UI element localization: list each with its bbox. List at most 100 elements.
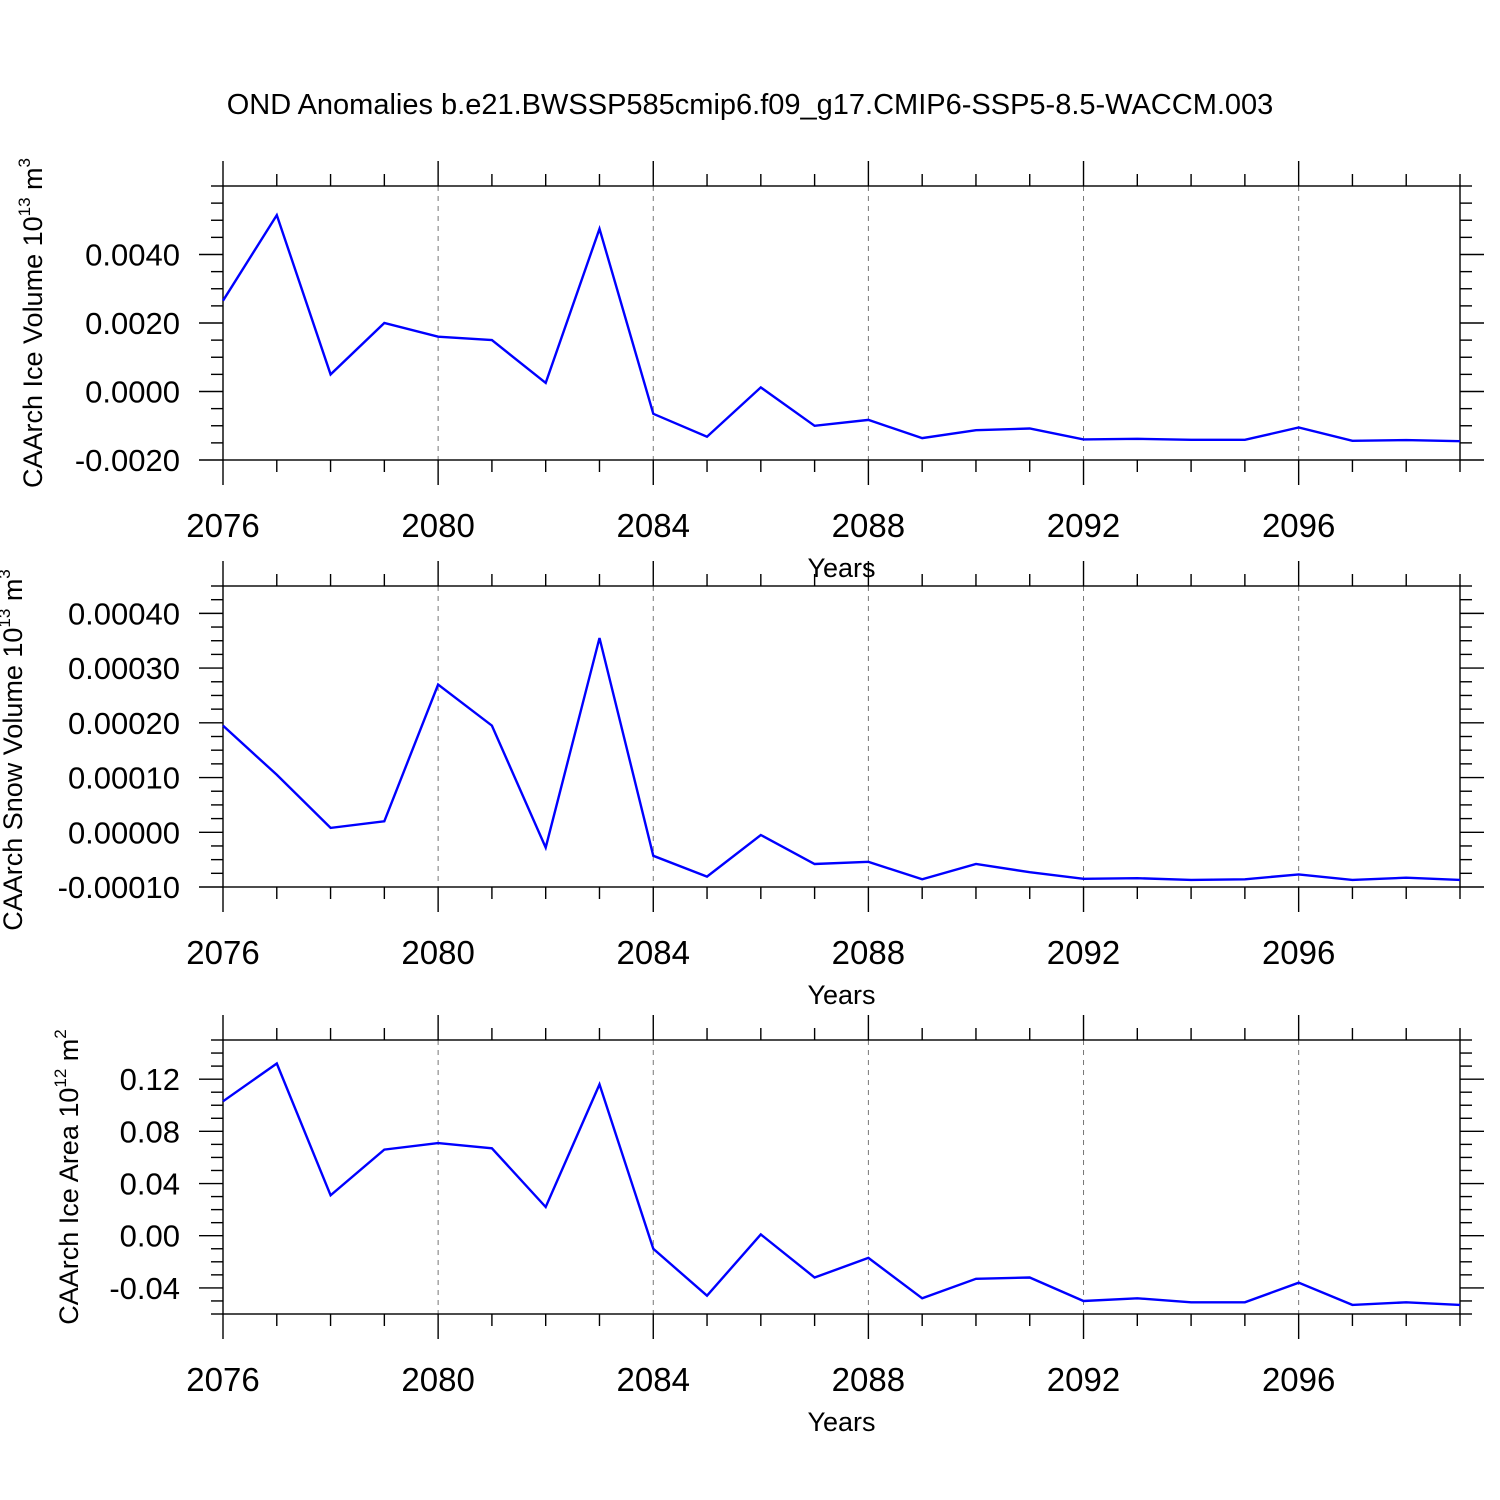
- data-point: [222, 1100, 225, 1103]
- x-tick-label: 2088: [832, 507, 905, 544]
- data-point: [974, 863, 977, 866]
- data-point: [1351, 1303, 1354, 1306]
- x-tick-label: 2092: [1047, 507, 1120, 544]
- y-tick-label: 0.00030: [68, 651, 180, 686]
- data-point: [1190, 1301, 1193, 1304]
- plot-frame: [222, 585, 1461, 888]
- x-tick-label: 2084: [617, 1361, 690, 1398]
- y-tick-label: 0.0000: [85, 375, 180, 410]
- x-axis-label: Years: [807, 1407, 875, 1437]
- data-point: [437, 335, 440, 338]
- data-point: [598, 227, 601, 230]
- y-tick-label: 0.0020: [85, 306, 180, 341]
- data-point: [867, 860, 870, 863]
- data-point: [974, 1277, 977, 1280]
- data-point: [1459, 440, 1462, 443]
- x-tick-label: 2096: [1262, 934, 1335, 971]
- y-axis-label-unit: m: [0, 579, 28, 609]
- data-point: [222, 724, 225, 727]
- data-point: [1136, 437, 1139, 440]
- data-point: [1190, 878, 1193, 881]
- data-point: [598, 636, 601, 639]
- y-axis-label-exponent: 12: [51, 1069, 70, 1088]
- data-point: [490, 1147, 493, 1150]
- x-tick-label: 2088: [832, 934, 905, 971]
- data-point: [921, 1297, 924, 1300]
- data-point: [1136, 877, 1139, 880]
- data-point: [383, 1148, 386, 1151]
- data-point: [759, 834, 762, 837]
- y-tick-label: 0.00010: [68, 761, 180, 796]
- x-axis-label: Years: [807, 553, 875, 583]
- data-point: [329, 373, 332, 376]
- panel-3: -0.04 0.00 0.04 0.08 0.12 2076 2080 2084 2088 209…: [51, 1015, 1484, 1437]
- data-point: [867, 1256, 870, 1259]
- panel-2: -0.00010 0.00000 0.00010 0.00020 0.00030 0.00…: [0, 561, 1484, 1010]
- y-axis-label-unit-exponent: 2: [51, 1029, 70, 1038]
- data-point: [1297, 1281, 1300, 1284]
- data-point: [275, 773, 278, 776]
- data-point: [490, 339, 493, 342]
- data-point: [490, 724, 493, 727]
- y-tick-label: -0.0020: [75, 443, 180, 478]
- data-point: [544, 381, 547, 384]
- y-axis-label-unit: m: [54, 1039, 84, 1069]
- data-point: [706, 875, 709, 878]
- data-point: [867, 418, 870, 421]
- data-point: [1082, 1299, 1085, 1302]
- x-tick-label: 2080: [401, 507, 474, 544]
- data-point: [652, 1247, 655, 1250]
- y-tick-label: 0.00000: [68, 815, 180, 850]
- panels: -0.0020 0.0000 0.0020 0.0040 2076 2080 2084 208…: [0, 158, 1484, 1437]
- y-tick-label: 0.04: [120, 1167, 180, 1202]
- data-point: [974, 429, 977, 432]
- y-axis-label-unit: m: [18, 167, 48, 197]
- data-point: [1243, 1301, 1246, 1304]
- data-point: [1459, 1303, 1462, 1306]
- data-point: [222, 299, 225, 302]
- plot-frame: [222, 1039, 1461, 1315]
- data-point: [921, 878, 924, 881]
- data-point: [1028, 427, 1031, 430]
- data-point: [652, 854, 655, 857]
- data-point: [1082, 438, 1085, 441]
- data-point: [1028, 1276, 1031, 1279]
- data-point: [544, 1206, 547, 1209]
- data-point: [1082, 877, 1085, 880]
- plot-frame: [222, 185, 1461, 461]
- data-point: [706, 1294, 709, 1297]
- data-point: [437, 1142, 440, 1145]
- y-tick-label: -0.00010: [58, 870, 180, 905]
- data-point: [813, 424, 816, 427]
- data-point: [759, 386, 762, 389]
- data-point: [1136, 1297, 1139, 1300]
- data-point: [813, 863, 816, 866]
- x-tick-label: 2084: [617, 507, 690, 544]
- chart-title: OND Anomalies b.e21.BWSSP585cmip6.f09_g1…: [227, 89, 1274, 121]
- y-tick-label: 0.00: [120, 1219, 180, 1254]
- data-point: [1351, 439, 1354, 442]
- data-point: [1190, 438, 1193, 441]
- data-point: [329, 826, 332, 829]
- series-line: [222, 637, 1461, 882]
- y-axis-label-unit-exponent: 3: [0, 569, 14, 578]
- data-point: [1351, 878, 1354, 881]
- series-line: [221, 212, 1461, 443]
- y-tick-label: 0.0040: [85, 238, 180, 273]
- data-point: [706, 435, 709, 438]
- data-point: [652, 412, 655, 415]
- data-point: [383, 322, 386, 325]
- y-axis-label-text: CAArch Snow Volume 10: [0, 628, 28, 931]
- y-axis-label: CAArch Ice Volume 1013 m3: [15, 158, 48, 488]
- y-axis-label-exponent: 13: [0, 609, 14, 628]
- x-tick-label: 2096: [1262, 1361, 1335, 1398]
- x-tick-label: 2076: [186, 934, 259, 971]
- y-tick-label: 0.00020: [68, 706, 180, 741]
- data-point: [1297, 873, 1300, 876]
- data-point: [1405, 1301, 1408, 1304]
- data-point: [1243, 878, 1246, 881]
- x-tick-label: 2076: [186, 1361, 259, 1398]
- y-axis-label-text: CAArch Ice Volume 10: [18, 216, 48, 488]
- y-axis-label-text: CAArch Ice Area 10: [54, 1088, 84, 1325]
